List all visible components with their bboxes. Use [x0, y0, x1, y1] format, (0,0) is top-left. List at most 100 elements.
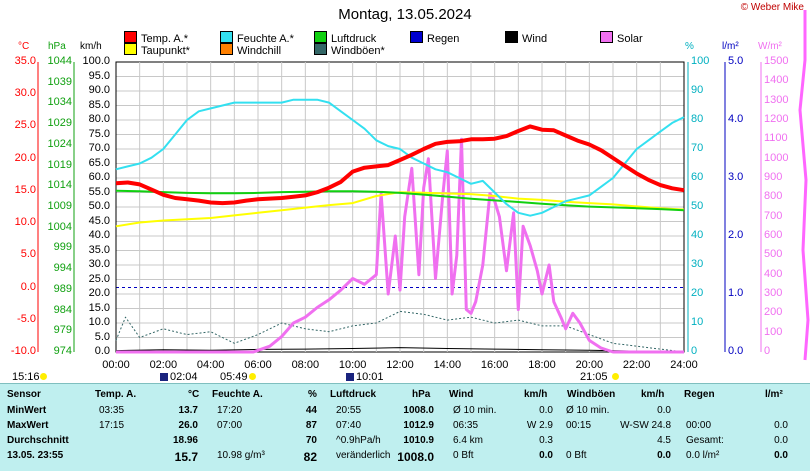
tick-label-hum: 70	[691, 142, 704, 154]
tick-label-temp: 20.0	[14, 151, 36, 164]
tick-label-wind: 55.0	[88, 185, 110, 198]
stats-header-press: Luftdruck	[330, 389, 377, 400]
tick-label-solar: 300	[764, 287, 783, 299]
stats-cell-label: MaxWert	[7, 420, 49, 431]
tick-label-x: 02:00	[149, 359, 178, 371]
legend-item: Regen	[410, 31, 459, 45]
tick-label-press: 974	[53, 345, 72, 357]
stats-header-wind-unit: km/h	[524, 389, 548, 400]
tick-label-temp: 35.0	[14, 55, 36, 67]
tick-label-rain: 1.0	[728, 287, 744, 299]
legend-label: Luftdruck	[331, 33, 377, 45]
tick-label-x: 10:00	[338, 359, 367, 371]
stats-cell-p-time: 07:40	[336, 420, 362, 431]
legend-item: Windböen*	[314, 43, 385, 57]
sun-icon	[40, 373, 47, 380]
sunrise-icon	[249, 373, 256, 380]
stats-header-sensor: Sensor	[7, 389, 41, 400]
moonset-time: 02:04	[170, 371, 198, 383]
tick-label-press: 1029	[47, 117, 72, 130]
legend-label: Regen	[427, 33, 460, 45]
tick-label-solar: 1200	[764, 113, 789, 125]
legend-swatch	[220, 43, 233, 55]
tick-label-solar: 600	[764, 229, 783, 241]
tick-label-temp: -10.0	[10, 345, 36, 357]
tick-label-x: 08:00	[291, 359, 320, 371]
tick-label-press: 1014	[47, 179, 72, 192]
tick-label-hum: 30	[691, 258, 704, 270]
stats-cell-r-b: 0.0	[774, 435, 788, 446]
legend-item: Windchill	[220, 43, 281, 57]
tick-label-temp: 15.0	[14, 183, 36, 196]
series-line-feuchte-a	[115, 98, 685, 217]
tick-label-press: 1019	[47, 158, 72, 171]
tick-label-solar: 900	[764, 171, 783, 183]
legend-label: Windchill	[237, 45, 282, 57]
tick-label-temp: 10.0	[14, 216, 36, 229]
moon-icon	[160, 373, 168, 381]
legend-swatch	[124, 31, 137, 43]
tick-label-press: 1034	[47, 96, 72, 109]
stats-cell-h-time: 17:20	[217, 405, 243, 416]
tick-label-press: 1044	[47, 55, 72, 67]
tick-label-temp: 0.0	[20, 280, 36, 293]
stats-cell-w-a: 6.4 km	[453, 435, 484, 446]
legend-swatch	[124, 43, 137, 55]
tick-label-hum: 100	[691, 55, 710, 67]
tick-label-press: 994	[53, 262, 72, 275]
stats-cell-p-val: 1010.9	[403, 435, 434, 446]
tick-label-temp: 5.0	[20, 248, 36, 261]
stats-header-hum: Feuchte A.	[212, 389, 263, 400]
stats-cell-t-val: 15.7	[174, 450, 198, 464]
tick-label-solar: 500	[764, 248, 783, 261]
legend-item: Temp. A.*	[124, 31, 188, 45]
legend-swatch	[314, 43, 327, 55]
tick-label-wind: 65.0	[88, 156, 110, 169]
credit-label: © Weber Mike	[740, 2, 804, 13]
tick-label-wind: 95.0	[88, 69, 110, 82]
legend-swatch	[600, 31, 613, 43]
moonrise-time: 10:01	[356, 371, 384, 383]
tick-label-x: 16:00	[480, 359, 509, 371]
legend-label: Taupunkt*	[141, 45, 190, 57]
axis-unit-press: hPa	[48, 41, 66, 52]
tick-label-rain: 0.0	[728, 345, 744, 357]
tick-label-rain: 5.0	[728, 55, 744, 67]
legend-label: Windböen*	[331, 45, 385, 57]
stats-header-rain: Regen	[684, 389, 715, 400]
tick-label-wind: 70.0	[88, 142, 110, 154]
series-line-luftdruck	[115, 189, 685, 212]
tick-label-press: 984	[53, 303, 72, 316]
stats-cell-p-val: 1012.9	[403, 420, 434, 431]
stats-cell-g-a: 00:15	[566, 420, 592, 431]
tick-label-solar: 1500	[764, 55, 789, 67]
stats-cell-g-b: 4.5	[657, 435, 671, 446]
stats-cell-t-val: 18.96	[172, 435, 198, 446]
tick-label-x: 18:00	[528, 359, 556, 371]
tick-label-temp: -5.0	[17, 312, 36, 325]
tick-label-hum: 60	[691, 171, 704, 183]
tick-label-solar: 800	[764, 190, 783, 203]
series-line-wind	[115, 347, 684, 352]
legend-swatch	[505, 31, 518, 43]
solar-edge-trace	[798, 10, 810, 361]
stats-cell-w-a: Ø 10 min.	[453, 405, 497, 416]
stats-header-hum-unit: %	[308, 389, 317, 400]
tick-label-press: 999	[53, 241, 72, 254]
series-line-solar	[116, 137, 684, 354]
weather-chart	[37, 10, 810, 361]
axis-unit-temp: °C	[18, 41, 30, 52]
stats-cell-w-a: 06:35	[453, 420, 479, 431]
tick-label-wind: 5.0	[94, 330, 110, 343]
stats-cell-w-b: 0.0	[539, 450, 553, 461]
sunset-time: 21:05	[580, 371, 608, 383]
tick-label-hum: 0	[691, 345, 698, 357]
legend-swatch	[220, 31, 233, 43]
legend-label: Feuchte A.*	[237, 33, 294, 45]
stats-cell-h-time: 07:00	[217, 420, 243, 431]
sunset-icon	[612, 373, 619, 380]
stats-header-wind: Wind	[449, 389, 474, 400]
tick-label-temp: 30.0	[14, 87, 36, 100]
tick-label-hum: 20	[691, 287, 704, 299]
axis-unit-solar: W/m²	[758, 41, 782, 52]
